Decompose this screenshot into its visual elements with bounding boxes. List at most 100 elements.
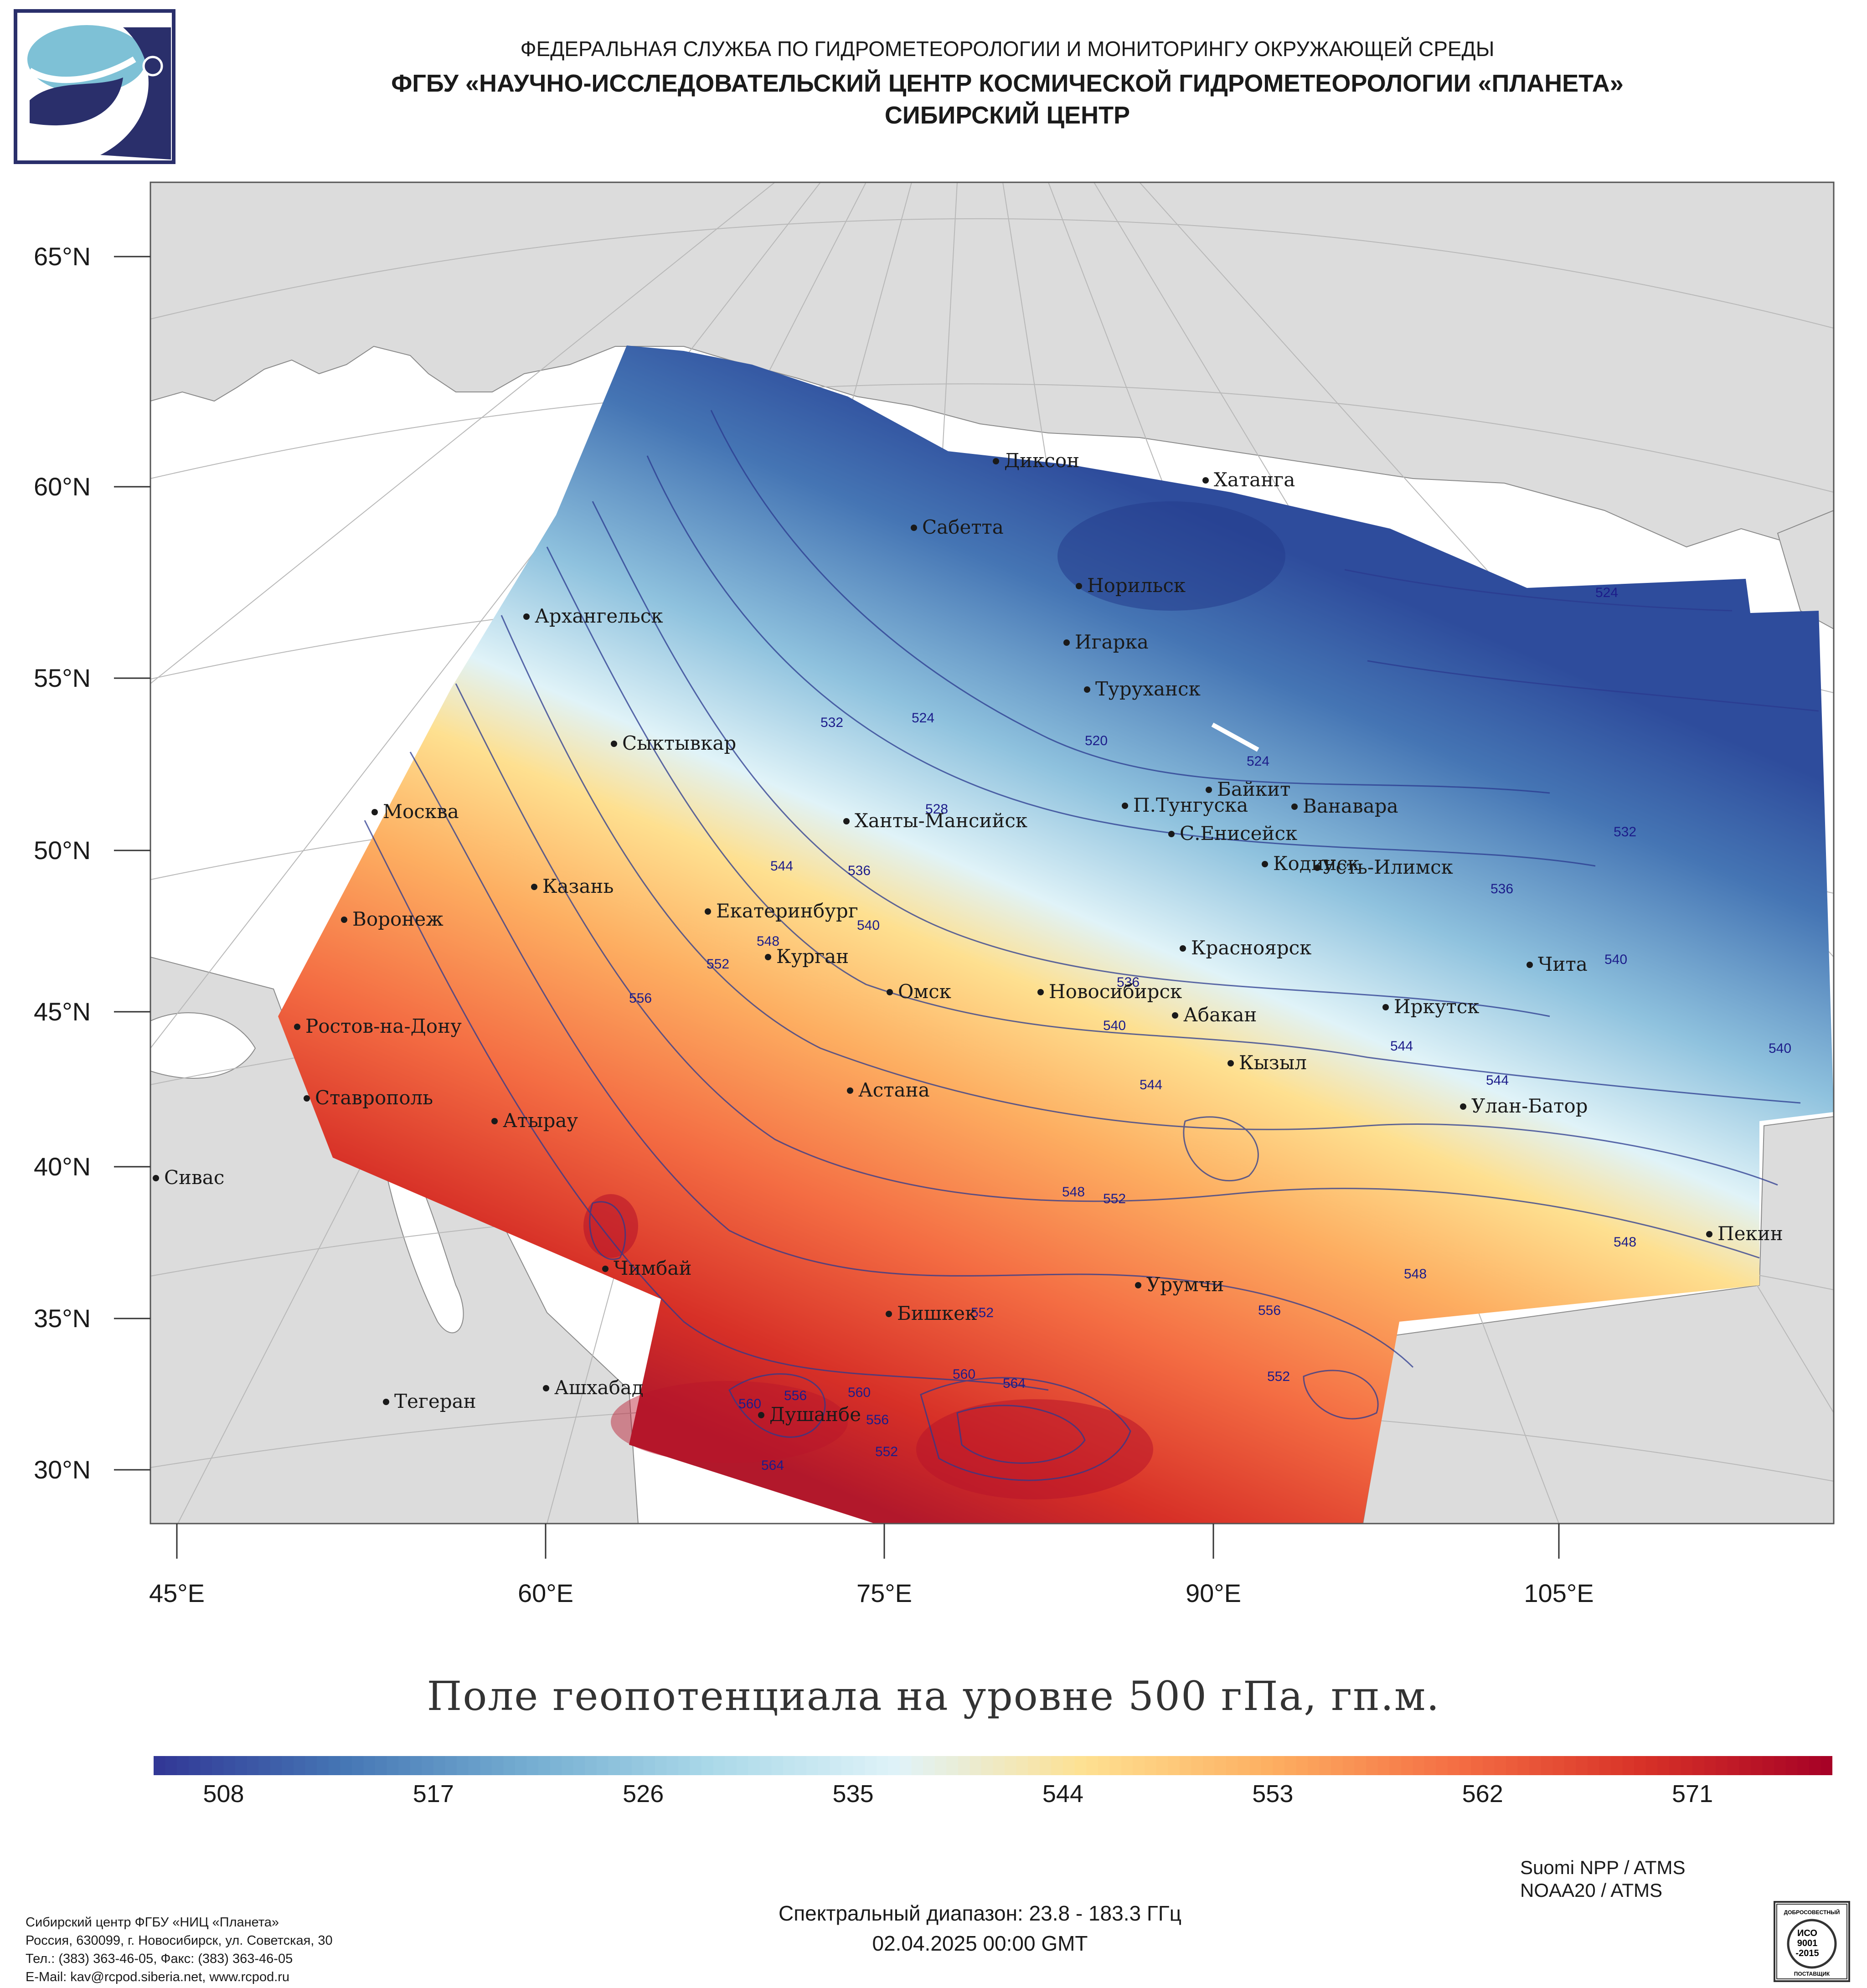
- isoline-label: 524: [1247, 754, 1269, 769]
- colorbar-segment: [1179, 1756, 1191, 1775]
- organization-contacts: Сибирский центр ФГБУ «НИЦ «Планета» Росс…: [26, 1913, 333, 1986]
- lat-label: 60°N: [34, 472, 91, 501]
- colorbar-segment: [1634, 1756, 1646, 1775]
- isoline-label: 544: [1140, 1077, 1162, 1092]
- svg-text:П.Тунгуска: П.Тунгуска: [1133, 794, 1248, 816]
- colorbar-segment: [1529, 1756, 1542, 1775]
- colorbar-segment: [759, 1756, 772, 1775]
- colorbar-segment: [515, 1756, 527, 1775]
- colorbar-segment: [165, 1756, 177, 1775]
- colorbar-segment: [317, 1756, 329, 1775]
- colorbar-segment: [422, 1756, 434, 1775]
- colorbar-segment: [830, 1756, 842, 1775]
- colorbar-segment: [573, 1756, 585, 1775]
- city-voronezh: Воронеж: [341, 908, 444, 930]
- colorbar-segment: [806, 1756, 819, 1775]
- colorbar-segment: [282, 1756, 294, 1775]
- colorbar-segment: [154, 1756, 166, 1775]
- svg-text:Кызыл: Кызыл: [1239, 1051, 1307, 1074]
- colorbar-segment: [1062, 1756, 1075, 1775]
- map-frame: [150, 181, 1835, 1524]
- svg-text:Воронеж: Воронеж: [352, 908, 444, 930]
- colorbar-segment: [480, 1756, 492, 1775]
- colorbar-segment: [1669, 1756, 1681, 1775]
- colorbar-segment: [550, 1756, 562, 1775]
- colorbar-segment: [946, 1756, 959, 1775]
- colorbar-segment: [247, 1756, 259, 1775]
- colorbar-tick: 508: [203, 1780, 244, 1808]
- city-sabetta: Сабетта: [911, 516, 1004, 538]
- colorbar-segment: [1413, 1756, 1425, 1775]
- colorbar-segment: [538, 1756, 551, 1775]
- colorbar-title: Поле геопотенциала на уровне 500 гПа, гп…: [427, 1673, 1440, 1720]
- colorbar-segment: [433, 1756, 446, 1775]
- city-atyrau: Атырау: [491, 1109, 578, 1132]
- colorbar-segment: [456, 1756, 469, 1775]
- isoline-label: 544: [1390, 1039, 1413, 1054]
- city-novosibirsk: Новосибирск: [1037, 980, 1182, 1003]
- colorbar-segment: [1389, 1756, 1402, 1775]
- svg-text:Сыктывкар: Сыктывкар: [622, 732, 736, 754]
- svg-text:ПОСТАВЩИК: ПОСТАВЩИК: [1794, 1971, 1830, 1977]
- colorbar-segment: [1552, 1756, 1565, 1775]
- isoline-label: 552: [1103, 1191, 1126, 1206]
- lon-label: 45°E: [149, 1579, 205, 1607]
- colorbar-segment: [1762, 1756, 1774, 1775]
- lon-label: 60°E: [518, 1579, 573, 1607]
- colorbar-tick: 517: [413, 1780, 454, 1808]
- svg-text:Бишкек: Бишкек: [897, 1302, 977, 1324]
- isoline-label: 564: [1003, 1376, 1026, 1391]
- iso-certificate-badge: ДОБРОСОВЕСТНЫЙ ИСО 9001 -2015 ПОСТАВЩИК: [1774, 1901, 1850, 1982]
- isoline-label: 524: [912, 711, 934, 726]
- colorbar-segment: [258, 1756, 271, 1775]
- isoline-label: 532: [820, 715, 843, 730]
- isoline-label: 548: [1062, 1185, 1085, 1200]
- svg-text:Игарка: Игарка: [1075, 631, 1149, 653]
- colorbar-segment: [387, 1756, 399, 1775]
- colorbar-segment: [1704, 1756, 1716, 1775]
- svg-text:Курган: Курган: [776, 945, 849, 968]
- colorbar-tick: 553: [1252, 1780, 1294, 1808]
- planeta-logo: [14, 9, 175, 164]
- lon-label: 90°E: [1186, 1579, 1241, 1607]
- colorbar-segment: [1692, 1756, 1705, 1775]
- colorbar-segment: [1086, 1756, 1099, 1775]
- isoline-label: 552: [971, 1305, 994, 1320]
- svg-text:Пекин: Пекин: [1717, 1222, 1783, 1245]
- isoline-label: 536: [848, 863, 871, 878]
- colorbar-segment: [491, 1756, 504, 1775]
- svg-text:Норильск: Норильск: [1087, 574, 1186, 597]
- colorbar-segment: [888, 1756, 900, 1775]
- isoline-label: 524: [1595, 585, 1618, 600]
- colorbar-segment: [1517, 1756, 1530, 1775]
- svg-text:Ханты-Мансийск: Ханты-Мансийск: [855, 809, 1027, 832]
- colorbar: [154, 1756, 1832, 1775]
- lat-label: 45°N: [34, 997, 91, 1026]
- colorbar-segment: [328, 1756, 340, 1775]
- satellite-1: Suomi NPP / ATMS: [1520, 1857, 1686, 1878]
- svg-text:Кодинск: Кодинск: [1273, 852, 1359, 875]
- isoline-label: 556: [784, 1388, 807, 1403]
- colorbar-segment: [981, 1756, 994, 1775]
- colorbar-segment: [1191, 1756, 1203, 1775]
- colorbar-segment: [1354, 1756, 1367, 1775]
- colorbar-segment: [934, 1756, 947, 1775]
- svg-text:-2015: -2015: [1795, 1948, 1819, 1958]
- city-baykit: Байкит: [1206, 778, 1290, 800]
- colorbar-segment: [1785, 1756, 1798, 1775]
- colorbar-segment: [1261, 1756, 1273, 1775]
- city-igarka: Игарка: [1063, 631, 1149, 653]
- colorbar-segment: [1098, 1756, 1110, 1775]
- city-syktyvkar: Сыктывкар: [611, 732, 736, 754]
- svg-text:Ашхабад: Ашхабад: [554, 1376, 644, 1399]
- city-moscow: Москва: [371, 800, 459, 823]
- colorbar-segment: [1447, 1756, 1460, 1775]
- colorbar-segment: [410, 1756, 422, 1775]
- city-kodinsk: Кодинск: [1262, 852, 1359, 875]
- colorbar-segment: [1202, 1756, 1215, 1775]
- spectral-range: Спектральный диапазон: 23.8 - 183.3 ГГц: [778, 1901, 1182, 1925]
- colorbar-segment: [1576, 1756, 1588, 1775]
- city-arkhangelsk: Архангельск: [523, 605, 663, 627]
- colorbar-segment: [526, 1756, 539, 1775]
- svg-text:Атырау: Атырау: [503, 1109, 578, 1132]
